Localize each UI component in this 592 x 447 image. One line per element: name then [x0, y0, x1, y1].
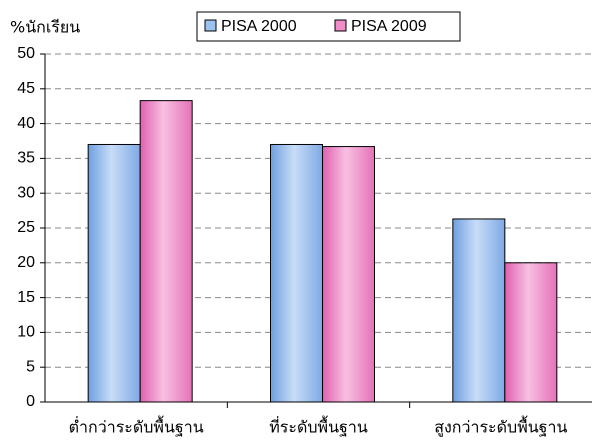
- x-tick-label: สูงกว่าระดับพื้นฐาน: [434, 416, 567, 438]
- bar: [504, 262, 558, 403]
- y-tick-label: 40: [17, 115, 35, 132]
- legend-label: PISA 2000: [221, 18, 297, 35]
- y-tick-label: 25: [17, 219, 35, 236]
- legend-swatch: [334, 19, 347, 32]
- y-tick-label: 50: [17, 45, 35, 62]
- y-tick-label: 45: [17, 80, 35, 97]
- bar: [452, 218, 506, 403]
- y-tick-label: 10: [17, 324, 35, 341]
- bar: [139, 100, 193, 403]
- y-axis-label: %นักเรียน: [10, 18, 80, 37]
- bar: [87, 143, 141, 403]
- y-tick-label: 0: [26, 393, 35, 410]
- y-tick-label: 35: [17, 150, 35, 167]
- bar: [270, 143, 323, 403]
- legend-label: PISA 2009: [351, 18, 427, 35]
- x-tick-label: ต่ำกว่าระดับพื้นฐาน: [69, 416, 204, 437]
- x-tick-label: ที่ระดับพื้นฐาน: [269, 416, 368, 437]
- y-tick-label: 20: [17, 254, 35, 271]
- y-tick-label: 15: [17, 289, 35, 306]
- legend-box: [196, 11, 461, 42]
- y-tick-label: 5: [26, 358, 35, 375]
- y-tick-label: 30: [17, 184, 35, 201]
- bar: [322, 146, 375, 403]
- legend-swatch: [204, 19, 217, 32]
